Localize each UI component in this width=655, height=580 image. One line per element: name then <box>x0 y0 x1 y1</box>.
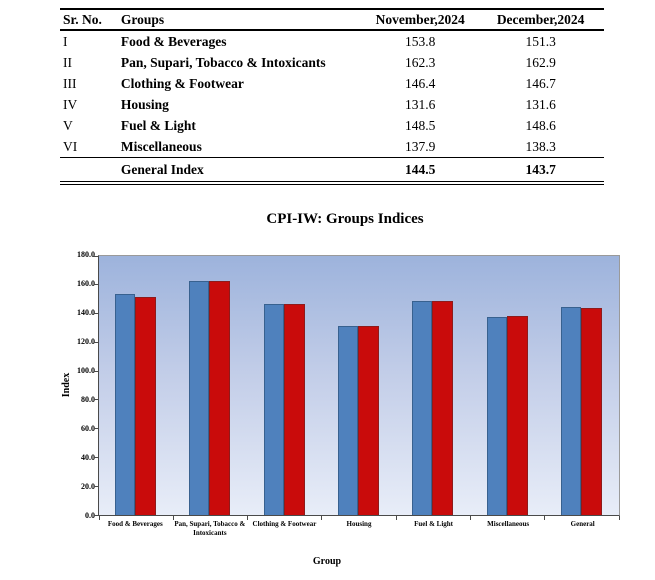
bar-december <box>358 325 379 515</box>
group-cell: Pan, Supari, Tobacco & Intoxicants <box>120 54 326 70</box>
bar-december <box>135 297 157 515</box>
x-tick-mark <box>98 516 100 520</box>
table-footer: General Index 144.5 143.7 <box>60 157 604 185</box>
y-tick-mark <box>94 370 98 372</box>
table-row: II Pan, Supari, Tobacco & Intoxicants 162.… <box>60 52 604 73</box>
col-header-november: November,2024 <box>363 9 478 31</box>
november-value: 146.4 <box>405 75 436 91</box>
december-value: 148.6 <box>525 117 556 133</box>
sr-no-cell: III <box>63 75 77 91</box>
table-row: V Fuel & Light 148.5 148.6 <box>60 115 604 136</box>
y-tick-label: 40.0 <box>81 453 95 462</box>
y-tick-mark <box>94 341 98 343</box>
chart-plot-area <box>94 255 620 520</box>
group-cell: Food & Beverages <box>120 33 227 49</box>
chart-title: CPI-IW: Groups Indices <box>266 211 424 227</box>
y-tick-label: 0.0 <box>85 511 95 520</box>
y-tick-label: 60.0 <box>81 424 95 433</box>
y-tick-label: 120.0 <box>77 337 95 346</box>
december-value: 146.7 <box>525 75 556 91</box>
category-label: General <box>570 520 595 528</box>
y-tick-mark <box>94 428 98 430</box>
y-tick-mark <box>94 284 98 286</box>
group-cell: Miscellaneous <box>117 136 364 158</box>
bar-december <box>283 303 305 515</box>
category-label: Miscellaneous <box>487 520 530 528</box>
group-cell: Fuel & Light <box>120 117 196 133</box>
group-cell: Clothing & Footwear <box>120 75 244 91</box>
table-body: I Food & Beverages 153.8 151.3 II Pan, Supari… <box>60 30 604 158</box>
category-label: Fuel & Light <box>414 520 453 528</box>
december-value: 138.3 <box>477 136 604 158</box>
y-tick-mark <box>94 255 98 257</box>
general-index-row: General Index 144.5 143.7 <box>60 157 604 185</box>
y-tick-label: 100.0 <box>77 366 95 375</box>
bar-november <box>263 304 284 515</box>
y-tick-label: 180.0 <box>77 250 95 259</box>
footer-november-value: 144.5 <box>363 157 478 185</box>
bar-november <box>560 307 581 515</box>
november-value: 162.3 <box>405 54 436 70</box>
cpi-groups-table: Sr. No. Groups November,2024 December,20… <box>60 8 604 185</box>
november-value: 131.6 <box>405 96 436 112</box>
x-axis-category-labels: Food & Beverages Pan, Supari, Tobacco & I… <box>98 520 620 542</box>
sr-no-cell: II <box>63 54 72 70</box>
december-value: 162.9 <box>525 54 556 70</box>
category-label: Pan, Supari, Tobacco & Intoxicants <box>174 520 246 538</box>
x-tick-mark <box>395 516 397 520</box>
bar-december <box>580 308 602 515</box>
table-header: Sr. No. Groups November,2024 December,20… <box>60 9 604 31</box>
y-tick-mark <box>94 485 98 487</box>
y-tick-mark <box>94 399 98 401</box>
x-tick-mark <box>618 516 620 520</box>
bar-december <box>506 316 528 515</box>
sr-no-cell: IV <box>63 96 78 112</box>
x-tick-mark <box>172 516 174 520</box>
table-row: VI Miscellaneous 137.9 138.3 <box>60 136 604 158</box>
col-header-december: December,2024 <box>477 9 604 31</box>
category-label: Housing <box>346 520 372 528</box>
bar-november <box>189 281 210 515</box>
y-tick-label: 140.0 <box>77 308 95 317</box>
sr-no-cell: VI <box>60 136 118 158</box>
y-tick-label: 160.0 <box>77 279 95 288</box>
y-tick-label: 80.0 <box>81 395 95 404</box>
bar-november <box>115 293 136 515</box>
table-row: I Food & Beverages 153.8 151.3 <box>60 30 604 52</box>
december-value: 131.6 <box>525 96 556 112</box>
group-cell: Housing <box>120 96 169 112</box>
x-tick-mark <box>321 516 323 520</box>
col-header-groups: Groups <box>117 9 364 31</box>
sr-no-cell: V <box>63 117 73 133</box>
bar-november <box>338 325 358 515</box>
bar-november <box>486 316 507 515</box>
november-value: 137.9 <box>363 136 478 158</box>
category-label: Clothing & Footwear <box>252 520 317 528</box>
bar-november <box>412 301 433 515</box>
bar-december <box>209 280 231 515</box>
category-label: Food & Beverages <box>107 520 163 528</box>
y-tick-mark <box>94 313 98 315</box>
y-tick-mark <box>94 456 98 458</box>
y-axis-tick-labels: 0.0 20.0 40.0 60.0 80.0 100.0 120.0 140.0 160.0 1… <box>40 251 95 520</box>
december-value: 151.3 <box>525 33 556 49</box>
bar-december <box>432 301 454 515</box>
y-tick-mark <box>94 514 98 516</box>
november-value: 148.5 <box>405 117 436 133</box>
col-header-sr-no: Sr. No. <box>60 9 118 31</box>
y-tick-label: 20.0 <box>81 482 95 491</box>
footer-december-value: 143.7 <box>477 157 604 185</box>
november-value: 153.8 <box>405 33 436 49</box>
table-row: III Clothing & Footwear 146.4 146.7 <box>60 73 604 94</box>
x-tick-mark <box>544 516 546 520</box>
sr-no-cell: I <box>63 33 68 49</box>
x-tick-mark <box>247 516 249 520</box>
x-axis-title: Group <box>312 556 342 567</box>
footer-group-cell: General Index <box>117 157 364 185</box>
footer-sr-cell <box>60 157 118 185</box>
x-tick-mark <box>469 516 471 520</box>
table-row: IV Housing 131.6 131.6 <box>60 94 604 115</box>
